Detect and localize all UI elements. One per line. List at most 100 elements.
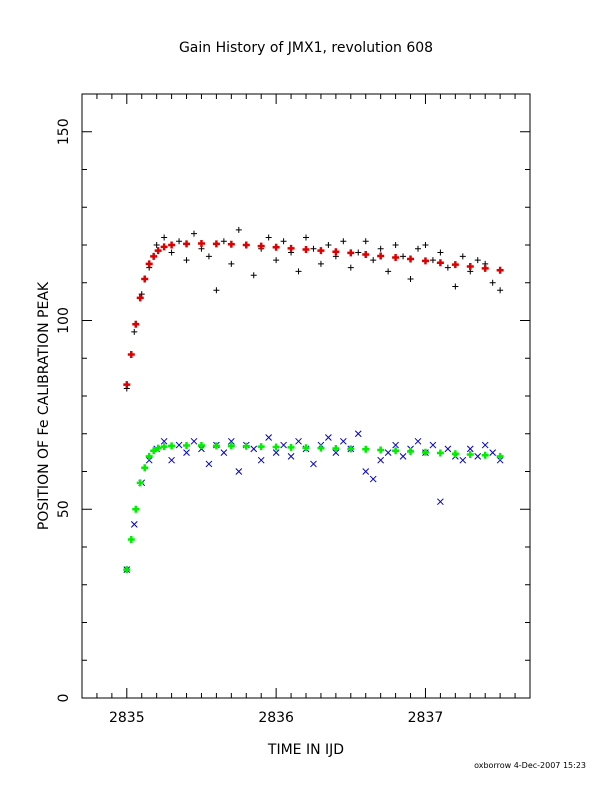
data-point xyxy=(474,257,481,264)
data-point xyxy=(191,230,197,237)
x-axis-title: TIME IN IJD xyxy=(267,742,344,758)
x-tick-label: 2835 xyxy=(109,710,145,726)
data-point xyxy=(183,441,191,449)
data-point xyxy=(437,498,444,506)
data-point xyxy=(227,437,235,445)
data-point xyxy=(385,268,392,275)
data-point xyxy=(183,240,191,248)
data-point xyxy=(481,451,489,459)
data-point xyxy=(347,249,355,257)
data-point xyxy=(295,268,302,275)
data-point xyxy=(310,460,317,468)
data-point xyxy=(414,437,422,445)
data-point xyxy=(362,238,369,245)
data-point xyxy=(235,468,243,475)
data-point xyxy=(168,249,175,256)
data-point xyxy=(325,242,332,248)
axis-ticks xyxy=(81,93,531,699)
data-point xyxy=(369,475,377,483)
data-point xyxy=(136,294,144,302)
data-point xyxy=(257,443,265,451)
data-point xyxy=(339,437,347,445)
data-point xyxy=(407,255,415,263)
chart-title: Gain History of JMX1, revolution 608 xyxy=(179,40,433,56)
data-point xyxy=(347,264,354,271)
series-2 xyxy=(123,239,504,389)
data-point xyxy=(332,449,340,456)
data-point xyxy=(466,263,474,271)
data-point xyxy=(272,443,280,451)
data-point xyxy=(168,241,176,249)
data-point xyxy=(145,260,153,268)
data-point xyxy=(154,444,162,452)
data-point xyxy=(175,441,183,449)
data-point xyxy=(250,445,258,453)
data-point xyxy=(265,234,272,241)
data-point xyxy=(213,287,220,294)
data-point xyxy=(362,445,370,453)
data-point xyxy=(354,430,362,438)
data-point xyxy=(400,253,407,260)
data-point xyxy=(131,328,138,335)
data-point xyxy=(141,275,149,283)
data-point xyxy=(459,456,467,464)
data-point xyxy=(154,247,162,255)
data-point xyxy=(436,259,444,267)
data-point xyxy=(481,264,489,272)
y-axis-title: POSITION OF Fe CALIBRATION PEAK xyxy=(36,281,52,530)
data-point xyxy=(474,453,482,460)
data-point xyxy=(347,445,355,453)
data-point xyxy=(235,226,242,233)
series-0 xyxy=(123,226,504,392)
y-tick-label: 100 xyxy=(56,307,72,334)
data-point xyxy=(302,444,310,452)
data-point xyxy=(161,234,168,241)
data-point xyxy=(399,453,407,460)
data-point xyxy=(481,441,489,449)
data-point xyxy=(496,266,504,274)
data-point xyxy=(332,248,340,256)
tick-labels: 2835 2836 2837 0 50 100 150 xyxy=(56,118,443,726)
series-1 xyxy=(123,430,504,574)
y-tick-label: 150 xyxy=(56,118,72,145)
data-point xyxy=(437,249,444,256)
data-point xyxy=(273,257,280,264)
data-point xyxy=(168,456,175,464)
data-point xyxy=(370,257,377,264)
data-point xyxy=(160,243,168,251)
data-point xyxy=(325,434,332,441)
data-point xyxy=(160,443,168,451)
data-point xyxy=(317,444,325,452)
data-point xyxy=(123,381,131,389)
data-point xyxy=(183,449,190,456)
data-point xyxy=(287,453,295,460)
data-point xyxy=(136,479,144,487)
data-point xyxy=(496,456,504,464)
data-point xyxy=(451,450,459,458)
data-point xyxy=(132,505,140,513)
data-point xyxy=(310,245,317,252)
footer-credit: oxborrow 4-Dec-2007 15:23 xyxy=(474,761,586,770)
data-point xyxy=(141,464,149,472)
data-point xyxy=(123,566,131,574)
data-point xyxy=(132,320,140,328)
data-point xyxy=(302,246,310,254)
data-point xyxy=(190,437,198,445)
data-point xyxy=(127,350,135,358)
data-markers xyxy=(123,226,504,574)
data-point xyxy=(303,234,309,241)
data-point xyxy=(197,239,205,247)
data-point xyxy=(421,257,429,265)
data-point xyxy=(392,447,400,455)
data-point xyxy=(496,452,504,460)
data-point xyxy=(362,250,370,258)
x-tick-label: 2836 xyxy=(258,710,294,726)
data-point xyxy=(355,249,362,256)
data-point xyxy=(280,441,287,449)
data-point xyxy=(421,448,429,456)
data-point xyxy=(205,460,213,468)
data-point xyxy=(377,245,384,252)
data-point xyxy=(257,242,265,250)
data-point xyxy=(257,456,265,464)
data-point xyxy=(459,253,466,260)
